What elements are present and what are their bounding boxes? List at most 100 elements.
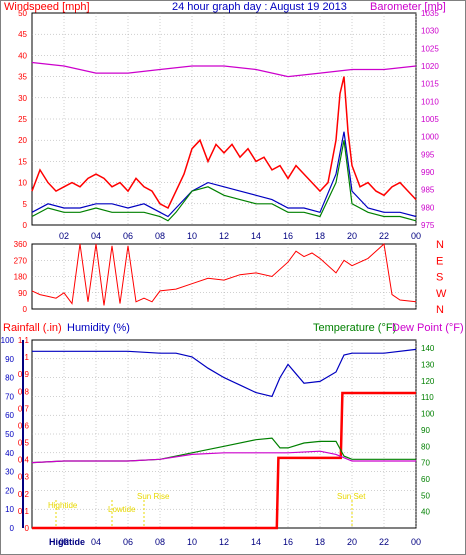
x-tick-label: 06 [123, 537, 133, 547]
direction-tick-label: 270 [14, 256, 28, 265]
compass-label: N [436, 304, 444, 316]
series-line-dew-point [31, 450, 416, 464]
x-tick-label: 22 [379, 231, 389, 241]
windspeed-tick-label: 15 [18, 157, 27, 166]
dew-point-axis-label: Dew Point (°F) [392, 322, 464, 334]
annotation-hightide-bottom: Hightide [49, 537, 85, 547]
direction-tick-label: 180 [14, 273, 28, 282]
x-tick-label: 22 [379, 537, 389, 547]
windspeed-tick-label: 10 [18, 179, 27, 188]
humidity-tick-label: 70 [5, 392, 14, 401]
annotation-lowtide: Lowtide [108, 505, 136, 514]
series-line-windspeed [31, 76, 417, 210]
windspeed-tick-label: 0 [23, 221, 28, 230]
humidity-axis-label: Humidity (%) [67, 322, 130, 334]
humidity-tick-label: 60 [5, 411, 14, 420]
temperature-tick-label: 130 [421, 361, 435, 370]
chart-title: 24 hour graph day : August 19 2013 [172, 1, 347, 13]
barometer-tick-label: 975 [421, 221, 435, 230]
humidity-tick-label: 20 [5, 486, 14, 495]
temperature-axis-label: Temperature (°F) [313, 322, 396, 334]
temperature-tick-label: 60 [421, 475, 430, 484]
humidity-tick-label: 10 [5, 505, 14, 514]
temperature-tick-label: 110 [421, 393, 434, 402]
temperature-tick-label: 50 [421, 491, 430, 500]
humidity-tick-label: 0 [10, 524, 15, 533]
windspeed-tick-label: 50 [18, 9, 27, 18]
barometer-tick-label: 1010 [421, 97, 439, 106]
barometer-tick-label: 1000 [421, 133, 439, 142]
barometer-tick-label: 995 [421, 150, 435, 159]
x-tick-label: 20 [347, 231, 357, 241]
direction-tick-label: 90 [18, 289, 27, 298]
barometer-tick-label: 1015 [421, 80, 439, 89]
rainfall-tick-label: 1 [25, 353, 30, 362]
windspeed-tick-label: 25 [18, 115, 27, 124]
annotation-sunset: Sun Set [337, 492, 366, 501]
series-line-rainfall [32, 391, 416, 530]
x-tick-label: 04 [91, 537, 101, 547]
series-line-barometer [31, 61, 417, 78]
humidity-tick-label: 80 [5, 374, 14, 383]
rainfall-axis-label: Rainfall (.in) [3, 322, 62, 334]
temperature-tick-label: 120 [421, 377, 435, 386]
x-tick-label: 16 [283, 231, 293, 241]
x-tick-label: 14 [251, 537, 261, 547]
barometer-tick-label: 980 [421, 203, 435, 212]
windspeed-tick-label: 40 [18, 51, 27, 60]
windspeed-tick-label: 30 [18, 94, 27, 103]
compass-label: W [436, 288, 447, 300]
x-tick-label: 18 [315, 537, 325, 547]
barometer-tick-label: 1020 [421, 62, 439, 71]
humidity-tick-label: 30 [5, 468, 14, 477]
x-tick-label: 18 [315, 231, 325, 241]
x-tick-label: 14 [251, 231, 261, 241]
windspeed-tick-label: 45 [18, 30, 27, 39]
windspeed-tick-label: 35 [18, 73, 27, 82]
humidity-tick-label: 40 [5, 449, 14, 458]
barometer-tick-label: 1030 [421, 27, 439, 36]
temperature-tick-label: 40 [421, 508, 430, 517]
barometer-tick-label: 1005 [421, 115, 439, 124]
x-tick-label: 06 [123, 231, 133, 241]
humidity-tick-label: 90 [5, 355, 14, 364]
barometer-tick-label: 1025 [421, 44, 439, 53]
x-tick-label: 12 [219, 537, 229, 547]
direction-tick-label: 360 [14, 240, 28, 249]
rain-humidity-temperature-panel: 010203040506070809010000.10.20.30.40.50.… [1, 336, 435, 547]
barometer-tick-label: 985 [421, 186, 435, 195]
direction-tick-label: 0 [23, 305, 28, 314]
x-tick-label: 00 [411, 537, 421, 547]
x-tick-label: 12 [219, 231, 229, 241]
humidity-tick-label: 100 [1, 336, 15, 345]
x-tick-label: 04 [91, 231, 101, 241]
x-tick-label: 08 [155, 537, 165, 547]
barometer-tick-label: 990 [421, 168, 435, 177]
temperature-tick-label: 90 [421, 426, 430, 435]
compass-label: E [436, 255, 443, 267]
x-tick-label: 16 [283, 537, 293, 547]
wind-barometer-panel: 0510152025303540455097598098599099510001… [18, 9, 439, 241]
compass-label: S [436, 272, 443, 284]
series-line-humidity [32, 348, 417, 398]
x-tick-label: 02 [59, 537, 69, 547]
compass-label: N [436, 239, 444, 251]
x-tick-label: 00 [411, 231, 421, 241]
temperature-tick-label: 140 [421, 344, 435, 353]
windspeed-tick-label: 5 [23, 200, 28, 209]
rainfall-tick-label: 0 [25, 524, 30, 533]
series-line-gust [31, 140, 417, 222]
x-tick-label: 10 [187, 537, 197, 547]
temperature-tick-label: 100 [421, 410, 435, 419]
x-tick-label: 08 [155, 231, 165, 241]
barometer-axis-label: Barometer [mb] [370, 1, 446, 13]
humidity-tick-label: 50 [5, 430, 14, 439]
windspeed-axis-label: Windspeed [mph] [4, 1, 90, 13]
x-tick-label: 10 [187, 231, 197, 241]
series-line-wind-direction [31, 243, 417, 306]
temperature-tick-label: 80 [421, 442, 430, 451]
temperature-tick-label: 70 [421, 459, 430, 468]
annotation-hightide-morning: Hightide [48, 501, 78, 510]
